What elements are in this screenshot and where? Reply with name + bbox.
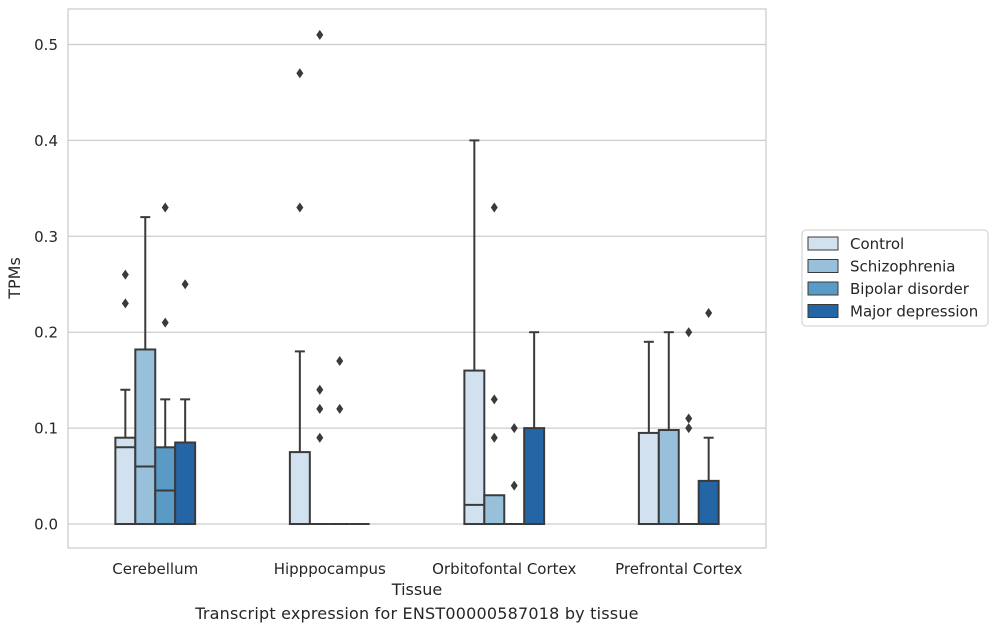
box-body [697,479,720,526]
outlier-point [490,432,498,443]
legend-swatch [807,304,839,318]
series-major-depression [174,279,720,526]
figure-caption: Transcript expression for ENST0000058701… [195,604,639,623]
box-body [523,427,546,526]
box-group [678,327,699,526]
outlier-point [316,384,324,395]
box-group [329,355,350,526]
outlier-point [121,269,129,280]
y-tick-label: 0.1 [34,420,58,438]
legend-label: Major depression [850,303,978,321]
box-body [288,451,311,526]
y-axis-label: TPMs [5,257,24,300]
series-bipolar-disorder [154,202,699,526]
x-tick-label: Orbitofontal Cortex [432,560,576,578]
outlier-point [336,403,344,414]
outlier-point [510,480,518,491]
legend-frame [801,229,989,327]
box-group [309,29,330,526]
legend-swatch [807,281,839,296]
outlier-point [181,279,189,290]
box-body [463,369,486,526]
box-body [637,431,660,526]
box-group [483,202,506,526]
legend-swatch [807,259,839,273]
x-tick-label: Prefrontal Cortex [615,560,742,578]
y-tick-label: 0.0 [34,516,58,534]
box-group [154,202,177,526]
box-group [657,331,680,526]
box-group [637,340,660,526]
box-group [114,269,137,526]
box-body [174,441,197,526]
outlier-point [510,423,518,434]
box-group [463,139,486,526]
legend-label: Schizophrenia [850,258,955,276]
x-axis-label: Tissue [391,580,442,599]
y-tick-label: 0.3 [34,228,58,246]
box-group [288,68,311,526]
outlier-point [161,317,169,328]
x-tick-label: Cerebellum [112,560,198,578]
outlier-point [296,202,304,213]
box-body [657,429,680,526]
series-control [114,68,660,526]
y-axis-ticks: 0.0 0.1 0.2 0.3 0.4 0.5 [34,36,58,534]
box-group [134,216,157,526]
outlier-point [685,413,693,424]
outlier-point [685,423,693,434]
y-tick-label: 0.4 [34,132,58,150]
outlier-point [336,355,344,366]
outlier-point [121,298,129,309]
box-group [523,331,546,526]
y-tick-label: 0.2 [34,324,58,342]
box-body [483,494,506,526]
outlier-point [316,29,324,40]
box-body [134,348,157,526]
box-group [697,308,720,526]
x-axis-ticks: Cerebellum Hipppocampus Orbitofontal Corte… [112,560,742,578]
box-series [114,29,720,526]
outlier-point [316,403,324,414]
legend: Control Schizophrenia Bipolar disorder Majo… [801,229,989,327]
outlier-point [161,202,169,213]
series-schizophrenia [134,29,680,526]
x-tick-label: Hipppocampus [274,560,386,578]
box-group [174,279,197,526]
outlier-point [316,432,324,443]
legend-label: Control [850,235,904,253]
y-tick-label: 0.5 [34,36,58,54]
outlier-point [296,68,304,79]
outlier-point [490,394,498,405]
box-body [114,436,137,526]
outlier-point [685,327,693,338]
outlier-point [490,202,498,213]
legend-swatch [807,236,839,251]
box-body [154,446,177,526]
legend-label: Bipolar disorder [850,280,970,298]
box-group [504,423,525,526]
outlier-point [705,308,713,319]
plot-frame [67,8,767,549]
